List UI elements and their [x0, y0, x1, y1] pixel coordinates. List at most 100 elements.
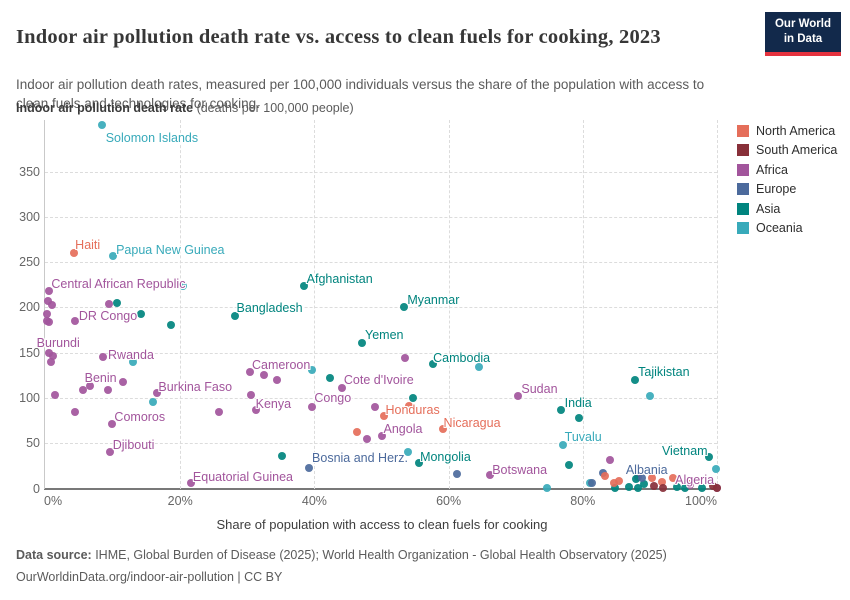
data-point[interactable]: [245, 367, 254, 376]
data-point[interactable]: [672, 483, 681, 492]
data-point[interactable]: [277, 451, 286, 460]
data-point[interactable]: [105, 299, 114, 308]
data-point[interactable]: [565, 460, 574, 469]
data-point[interactable]: [704, 452, 713, 461]
data-point[interactable]: [70, 408, 79, 417]
legend-item-europe[interactable]: Europe: [737, 182, 837, 196]
footer-link-line[interactable]: OurWorldinData.org/indoor-air-pollution …: [16, 570, 282, 584]
data-point[interactable]: [186, 479, 195, 488]
data-point[interactable]: [681, 484, 690, 493]
data-point[interactable]: [78, 385, 87, 394]
data-point[interactable]: [44, 317, 53, 326]
data-point[interactable]: [371, 402, 380, 411]
legend-item-south-america[interactable]: South America: [737, 143, 837, 157]
data-point[interactable]: [409, 393, 418, 402]
data-point[interactable]: [415, 459, 424, 468]
legend-item-asia[interactable]: Asia: [737, 202, 837, 216]
data-point[interactable]: [649, 482, 658, 491]
data-point[interactable]: [377, 431, 386, 440]
data-point[interactable]: [230, 311, 239, 320]
data-point[interactable]: [153, 389, 162, 398]
data-point[interactable]: [85, 382, 94, 391]
data-point[interactable]: [305, 463, 314, 472]
data-point[interactable]: [637, 473, 646, 482]
data-point[interactable]: [639, 479, 648, 488]
data-point[interactable]: [625, 483, 634, 492]
data-point[interactable]: [647, 473, 656, 482]
data-point[interactable]: [260, 371, 269, 380]
data-point[interactable]: [272, 375, 281, 384]
data-point[interactable]: [50, 391, 59, 400]
data-point[interactable]: [542, 484, 551, 493]
data-point[interactable]: [48, 300, 57, 309]
data-point[interactable]: [634, 483, 643, 492]
data-point[interactable]: [119, 377, 128, 386]
data-point[interactable]: [645, 392, 654, 401]
data-point[interactable]: [44, 297, 52, 306]
data-point[interactable]: [353, 428, 362, 437]
data-point[interactable]: [605, 456, 614, 465]
data-point[interactable]: [600, 471, 609, 480]
data-point[interactable]: [43, 309, 52, 318]
data-point[interactable]: [708, 482, 717, 491]
data-point[interactable]: [113, 298, 122, 307]
legend-item-oceania[interactable]: Oceania: [737, 221, 837, 235]
data-point[interactable]: [70, 249, 79, 258]
data-point[interactable]: [105, 448, 114, 457]
data-point[interactable]: [46, 357, 55, 366]
data-point[interactable]: [379, 412, 388, 421]
data-point[interactable]: [558, 441, 567, 450]
data-point[interactable]: [307, 365, 316, 374]
data-point[interactable]: [609, 479, 618, 488]
legend-item-africa[interactable]: Africa: [737, 163, 837, 177]
data-point[interactable]: [574, 413, 583, 422]
owid-logo[interactable]: Our World in Data: [765, 12, 841, 56]
data-point[interactable]: [246, 391, 255, 400]
data-point[interactable]: [713, 483, 721, 492]
legend-item-north-america[interactable]: North America: [737, 124, 837, 138]
data-point[interactable]: [631, 375, 640, 384]
data-point[interactable]: [337, 383, 346, 392]
data-point[interactable]: [362, 434, 371, 443]
data-point[interactable]: [109, 251, 118, 260]
data-point[interactable]: [49, 352, 58, 361]
data-point[interactable]: [252, 405, 261, 414]
data-point[interactable]: [129, 357, 138, 366]
data-point[interactable]: [659, 484, 668, 493]
data-point[interactable]: [99, 353, 108, 362]
data-point[interactable]: [97, 121, 106, 130]
data-point[interactable]: [615, 477, 624, 486]
data-point[interactable]: [631, 475, 640, 484]
data-point[interactable]: [405, 402, 413, 411]
data-point[interactable]: [104, 385, 113, 394]
data-point[interactable]: [108, 420, 117, 429]
data-point[interactable]: [697, 484, 706, 493]
data-point[interactable]: [486, 470, 495, 479]
data-point[interactable]: [514, 392, 523, 401]
data-point[interactable]: [400, 354, 409, 363]
data-point[interactable]: [429, 360, 438, 369]
data-point[interactable]: [400, 303, 409, 312]
data-point[interactable]: [686, 480, 695, 489]
data-point[interactable]: [45, 287, 54, 296]
data-point[interactable]: [215, 408, 224, 417]
data-point[interactable]: [308, 402, 317, 411]
data-point[interactable]: [657, 478, 666, 487]
data-point[interactable]: [70, 316, 79, 325]
data-point[interactable]: [149, 398, 158, 407]
data-point[interactable]: [178, 281, 187, 290]
data-point[interactable]: [299, 281, 308, 290]
data-point[interactable]: [438, 424, 447, 433]
data-point[interactable]: [404, 448, 413, 457]
data-point[interactable]: [137, 309, 146, 318]
data-point[interactable]: [669, 473, 678, 482]
data-point[interactable]: [712, 465, 721, 474]
data-point[interactable]: [325, 374, 334, 382]
data-point[interactable]: [556, 405, 565, 414]
data-point[interactable]: [358, 338, 367, 347]
data-point[interactable]: [167, 320, 176, 329]
data-point[interactable]: [44, 348, 53, 357]
data-point[interactable]: [611, 484, 619, 493]
data-point[interactable]: [587, 478, 596, 487]
data-point[interactable]: [452, 470, 461, 478]
